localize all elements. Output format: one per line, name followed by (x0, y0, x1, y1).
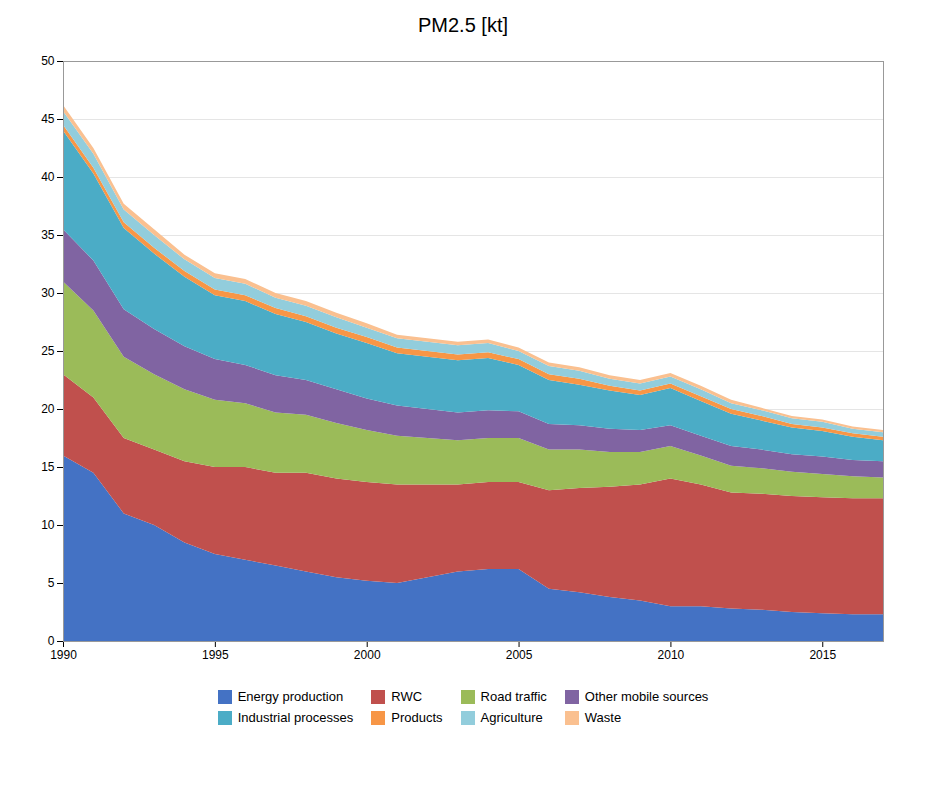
html-text:Energy production: Energy production (237, 689, 344, 704)
svg-text:0: 0 (48, 634, 55, 648)
svg-text:50: 50 (41, 54, 55, 68)
svg-text:2010: 2010 (658, 648, 685, 662)
html-text:Other mobile sources: Other mobile sources (584, 689, 709, 704)
html-text:Industrial processes: Industrial processes (237, 710, 354, 725)
svg-text:20: 20 (41, 402, 55, 416)
svg-text:2000: 2000 (354, 648, 381, 662)
svg-text:2005: 2005 (506, 648, 533, 662)
svg-text:30: 30 (41, 286, 55, 300)
svg-text:1995: 1995 (202, 648, 229, 662)
svg-text:5: 5 (48, 576, 55, 590)
svg-text:15: 15 (41, 460, 55, 474)
html-text:RWC: RWC (391, 689, 423, 704)
svg-text:25: 25 (41, 344, 55, 358)
svg-text:1990: 1990 (50, 648, 77, 662)
svg-text:2015: 2015 (809, 648, 836, 662)
html-text:Products: Products (391, 710, 443, 725)
html-text:Agriculture: Agriculture (480, 710, 543, 725)
html-text:Road traffic: Road traffic (480, 689, 547, 704)
svg-text:40: 40 (41, 170, 55, 184)
svg-text:35: 35 (41, 228, 55, 242)
svg-text:10: 10 (41, 518, 55, 532)
svg-text:45: 45 (41, 112, 55, 126)
html-text:Waste: Waste (584, 710, 622, 725)
html-text:PM2.5 [kt]: PM2.5 [kt] (418, 14, 508, 36)
